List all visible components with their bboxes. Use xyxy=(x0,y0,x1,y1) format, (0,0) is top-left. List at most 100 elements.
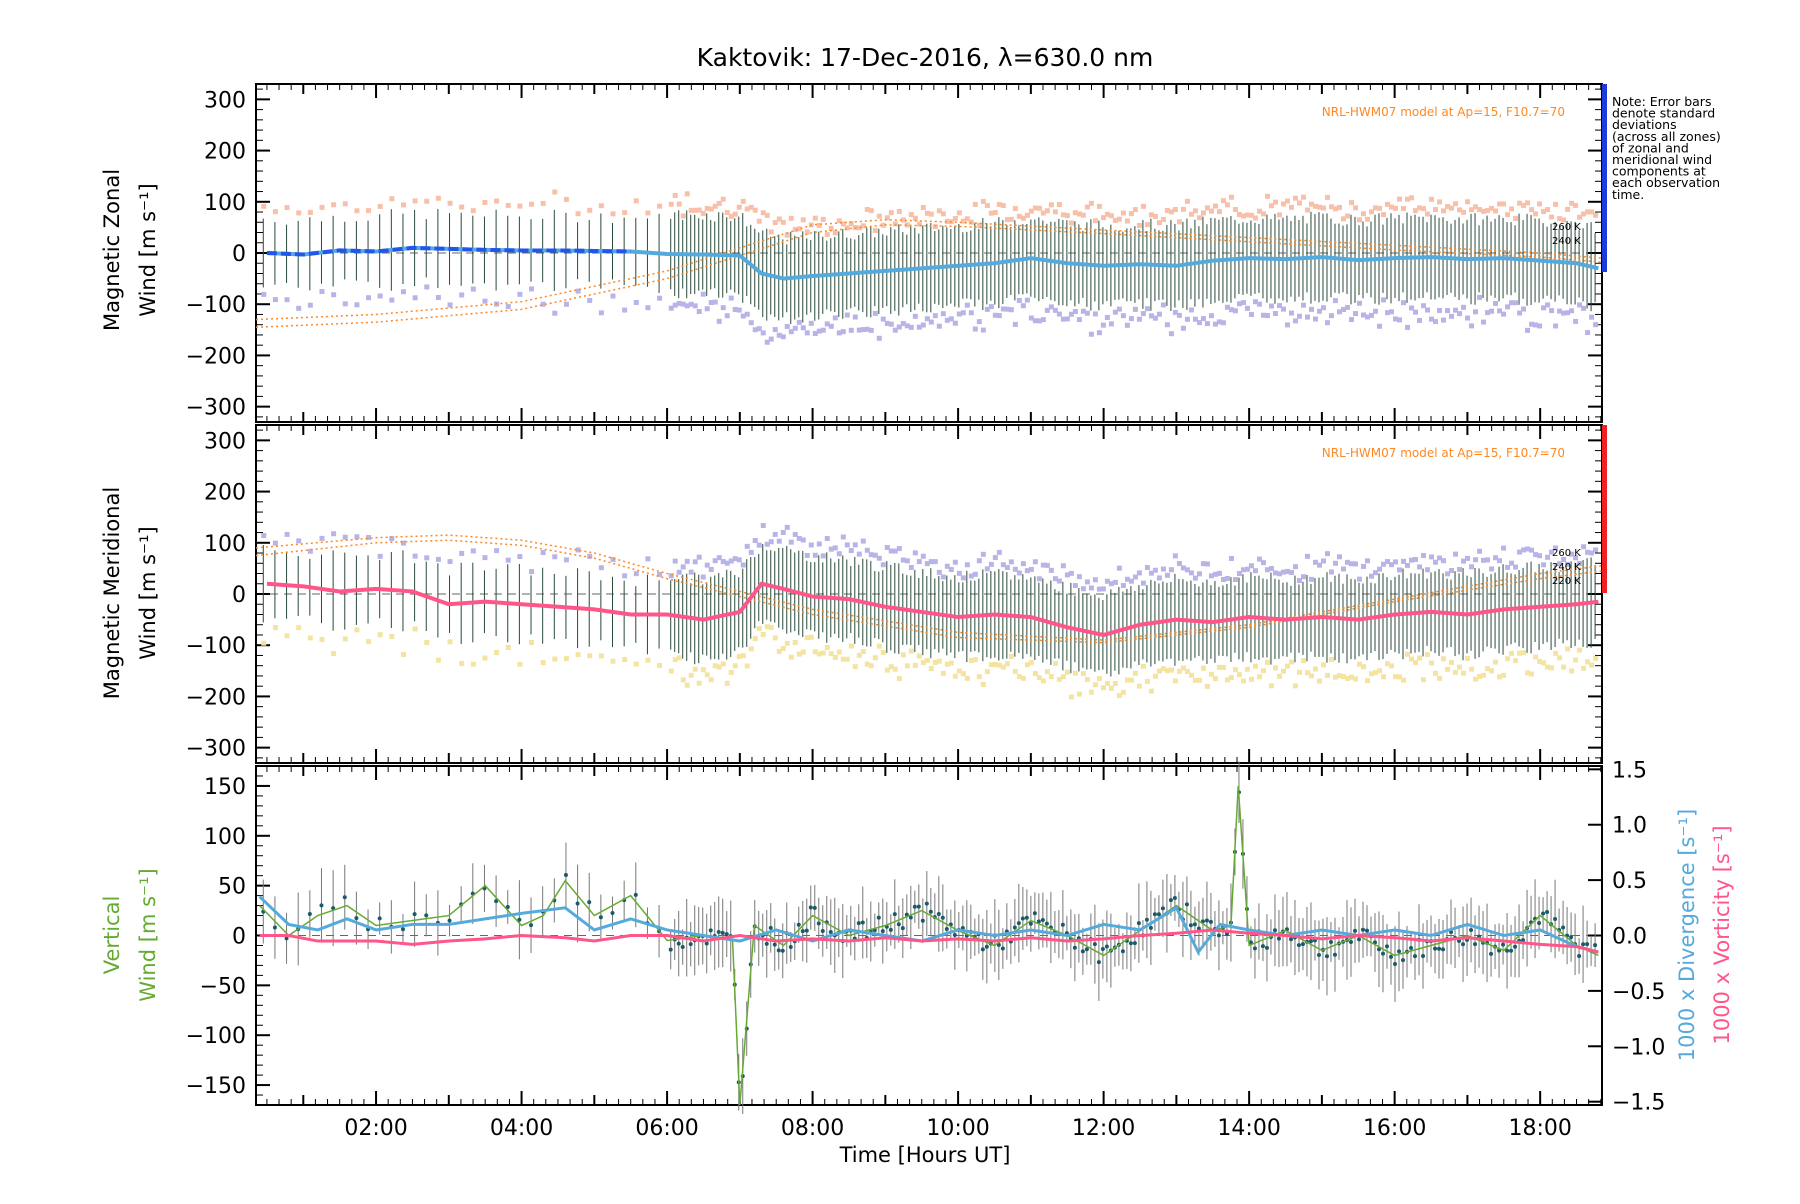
vertical-wind-point xyxy=(1469,928,1474,933)
vertical-wind-point xyxy=(1332,952,1337,957)
spread-marker xyxy=(872,552,878,558)
vertical-wind-point xyxy=(1168,898,1173,903)
spread-marker xyxy=(1437,199,1443,205)
spread-marker xyxy=(1236,212,1242,218)
spread-marker xyxy=(736,654,742,660)
spread-marker xyxy=(756,218,762,224)
note-line: Note: Error bars xyxy=(1612,94,1711,109)
spread-marker xyxy=(1064,213,1070,219)
spread-marker xyxy=(505,202,511,208)
spread-marker xyxy=(1585,330,1591,336)
spread-marker xyxy=(1537,658,1543,664)
vertical-wind-point xyxy=(804,928,809,933)
spread-marker xyxy=(1433,207,1439,213)
spread-marker xyxy=(1188,672,1194,678)
spread-marker xyxy=(908,564,914,570)
spread-marker xyxy=(319,535,325,541)
spread-marker xyxy=(852,542,858,548)
spread-marker xyxy=(944,218,950,224)
spread-marker xyxy=(575,652,581,658)
spread-marker xyxy=(1264,659,1270,665)
spread-marker xyxy=(1048,304,1054,310)
spread-marker xyxy=(1513,564,1519,570)
x-tick-label: 06:00 xyxy=(635,1116,698,1141)
spread-marker xyxy=(772,531,778,537)
spread-marker xyxy=(1433,559,1439,565)
y-tick-label: 100 xyxy=(204,532,246,557)
spread-marker xyxy=(1024,662,1030,668)
spread-marker xyxy=(848,221,854,227)
spread-marker xyxy=(1140,580,1146,586)
spread-marker xyxy=(1084,579,1090,585)
spread-marker xyxy=(1441,656,1447,662)
spread-marker xyxy=(784,323,790,329)
spread-marker xyxy=(1533,654,1539,660)
spread-marker xyxy=(598,310,604,316)
spread-marker xyxy=(668,668,674,674)
spread-marker xyxy=(1028,566,1034,572)
spread-marker xyxy=(720,305,726,311)
spread-marker xyxy=(1397,567,1403,573)
spread-marker xyxy=(1561,217,1567,223)
note-line: meridional wind xyxy=(1612,152,1712,167)
spread-marker xyxy=(1505,212,1511,218)
spread-marker xyxy=(1328,313,1334,319)
spread-marker xyxy=(784,524,790,530)
spread-marker xyxy=(1449,205,1455,211)
spread-marker xyxy=(1549,665,1555,671)
spread-marker xyxy=(1192,575,1198,581)
vertical-ylabel-line1: Vertical xyxy=(100,896,124,975)
spread-marker xyxy=(1296,313,1302,319)
spread-marker xyxy=(1220,664,1226,670)
spread-marker xyxy=(1124,677,1130,683)
spread-marker xyxy=(1120,689,1126,695)
vertical-wind-point xyxy=(788,944,793,949)
spread-marker xyxy=(1352,311,1358,317)
y-tick-label: −50 xyxy=(200,974,246,999)
spread-marker xyxy=(307,548,313,554)
spread-marker xyxy=(1352,676,1358,682)
spread-marker xyxy=(1589,662,1595,668)
spread-marker xyxy=(1393,316,1399,322)
spread-marker xyxy=(1461,558,1467,564)
spread-marker xyxy=(1044,669,1050,675)
vertical-wind-point xyxy=(716,929,721,934)
spread-marker xyxy=(412,626,418,632)
spread-marker xyxy=(976,558,982,564)
spread-marker xyxy=(1092,577,1098,583)
spread-marker xyxy=(1465,199,1471,205)
spread-marker xyxy=(1192,208,1198,214)
spread-marker xyxy=(928,666,934,672)
spread-marker xyxy=(1352,561,1358,567)
spread-marker xyxy=(1381,561,1387,567)
spread-marker xyxy=(1240,567,1246,573)
spread-marker xyxy=(716,664,722,670)
spread-marker xyxy=(1537,323,1543,329)
spread-marker xyxy=(598,203,604,209)
spread-marker xyxy=(622,307,628,313)
spread-marker xyxy=(1332,298,1338,304)
spread-marker xyxy=(960,671,966,677)
spread-marker xyxy=(888,664,894,670)
spread-marker xyxy=(1036,576,1042,582)
spread-marker xyxy=(840,221,846,227)
spread-marker xyxy=(1036,205,1042,211)
spread-marker xyxy=(1573,318,1579,324)
spread-marker xyxy=(1573,555,1579,561)
spread-marker xyxy=(972,571,978,577)
spread-marker xyxy=(587,207,593,213)
spread-marker xyxy=(1565,646,1571,652)
spread-marker xyxy=(1304,670,1310,676)
spread-marker xyxy=(1541,209,1547,215)
spread-marker xyxy=(645,556,651,562)
spread-marker xyxy=(1128,578,1134,584)
spread-marker xyxy=(1116,565,1122,571)
spread-marker xyxy=(748,204,754,210)
spread-marker xyxy=(482,298,488,304)
spread-marker xyxy=(1429,316,1435,322)
spread-marker xyxy=(832,545,838,551)
spread-marker xyxy=(736,307,742,313)
spread-marker xyxy=(1593,212,1599,218)
spread-marker xyxy=(956,311,962,317)
spread-marker xyxy=(1385,201,1391,207)
